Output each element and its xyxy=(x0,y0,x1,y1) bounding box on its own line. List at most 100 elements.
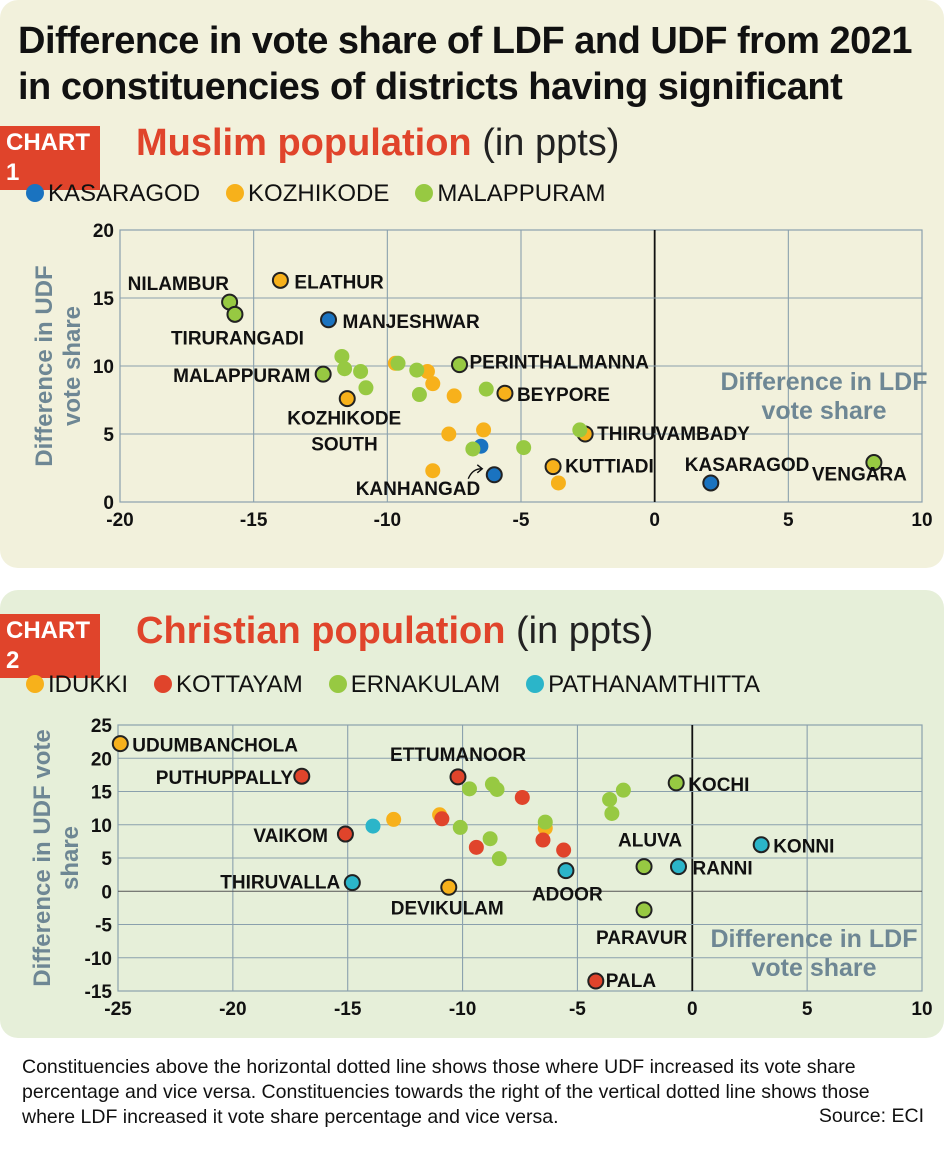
chart2-point-ernakulam xyxy=(667,774,685,792)
chart1-point-label: KASARAGOD xyxy=(685,455,810,476)
chart1-x-tick-label: 5 xyxy=(783,510,794,531)
chart1-point-malappuram xyxy=(358,380,374,396)
chart1-point-kozhikode xyxy=(544,458,562,476)
chart1-y-tick-label: 20 xyxy=(93,221,114,242)
legend-swatch xyxy=(26,184,44,202)
legend-swatch xyxy=(526,675,545,693)
legend-swatch xyxy=(328,675,347,693)
chart2-point-kottayam xyxy=(514,789,530,805)
chart2-legend-ernakulam: ERNAKULAM xyxy=(328,671,501,699)
legend-swatch xyxy=(415,184,434,202)
chart1-point-malappuram xyxy=(314,365,332,383)
chart1-legend-kozhikode: KOZHIKODE xyxy=(226,180,389,208)
chart1-x-tick-label: 10 xyxy=(911,510,932,531)
chart2-plot: -25 -20 -15 -10 -5 0 5 10 -15 -10 -5 0 5 10 15 20 25 Diff… xyxy=(29,716,933,1020)
chart1-point-malappuram xyxy=(390,355,406,371)
chart2-point-label: KONNI xyxy=(773,837,834,858)
chart1-point-malappuram xyxy=(516,440,532,456)
chart2-point-ernakulam xyxy=(452,819,468,835)
legend-label: IDUKKI xyxy=(48,671,129,698)
chart1-point-malappuram xyxy=(337,361,353,377)
chart2-point-label: VAIKOM xyxy=(253,826,328,847)
chart2-y-tick-label: 25 xyxy=(91,716,113,737)
chart2-point-kottayam xyxy=(434,811,450,827)
chart2-point-ernakulam xyxy=(635,901,653,919)
chart2-x-tick-label: -5 xyxy=(569,999,586,1020)
chart1-point-kozhikode xyxy=(338,390,356,408)
chart2-point-kottayam xyxy=(587,972,605,990)
chart1-point-kozhikode xyxy=(425,376,441,392)
chart2-y-axis-label: Difference in UDF vote share xyxy=(29,729,84,986)
chart1-point-label: KUTTIADI xyxy=(565,457,654,478)
chart1-x-tick-label: -5 xyxy=(513,510,530,531)
chart2-point-pathanamthitta xyxy=(343,874,361,892)
chart2-point-ernakulam xyxy=(635,858,653,876)
footnote: Constituencies above the horizontal dott… xyxy=(22,1056,870,1128)
chart1-point-malappuram xyxy=(572,422,588,438)
chart2-x-axis-label-line2: vote share xyxy=(751,954,876,982)
chart1-point-kozhikode xyxy=(476,422,492,438)
chart1-point-kasaragod xyxy=(485,466,503,484)
chart2-legend-idukki: IDUKKI xyxy=(26,671,128,699)
chart2-point-pathanamthitta xyxy=(752,836,770,854)
chart2-x-tick-label: -25 xyxy=(104,999,132,1020)
chart1-point-label: BEYPORE xyxy=(517,385,610,406)
chart1-y-tick-label: 15 xyxy=(93,289,115,310)
chart2-point-label: RANNI xyxy=(693,859,753,880)
chart2-x-tick-label: 10 xyxy=(911,999,932,1020)
legend-label: ERNAKULAM xyxy=(350,671,501,698)
legend-swatch xyxy=(226,184,245,202)
chart1-point-malappuram xyxy=(353,363,369,379)
chart1-point-label: PERINTHALMANNA xyxy=(470,353,650,374)
chart2-point-pathanamthitta xyxy=(365,818,381,834)
chart2-point-kottayam xyxy=(293,767,311,785)
chart1-point-malappuram xyxy=(451,356,469,374)
chart2-point-kottayam xyxy=(449,768,467,786)
chart1-point-label: MALAPPURAM xyxy=(173,366,310,387)
chart1-kanhangad-arrow xyxy=(467,468,482,480)
chart2-y-tick-label: 0 xyxy=(101,882,112,903)
chart2-point-label: THIRUVALLA xyxy=(220,873,340,894)
chart2-y-tick-label: 5 xyxy=(101,849,112,870)
chart1-point-kasaragod xyxy=(320,311,338,329)
chart1-point-malappuram xyxy=(465,441,481,457)
chart2-point-ernakulam xyxy=(602,791,618,807)
chart1-plot: -20 -15 -10 -5 0 5 10 0 5 10 15 20 Difference in UDF… xyxy=(31,221,933,531)
chart1-point-label: NILAMBUR xyxy=(128,274,230,295)
chart2-subtitle-highlight: Christian population xyxy=(136,610,506,652)
chart1-subtitle: Muslim population (in ppts) xyxy=(136,120,619,166)
source-credit: Source: ECI xyxy=(818,1105,924,1127)
chart2-point-ernakulam xyxy=(491,851,507,867)
chart2-x-tick-label: -15 xyxy=(334,999,362,1020)
chart1-point-kozhikode xyxy=(441,426,457,442)
chart2-point-label: DEVIKULAM xyxy=(391,898,504,919)
chart2-point-ernakulam xyxy=(604,805,620,821)
chart2-y-tick-label: 20 xyxy=(91,749,112,770)
chart2-y-axis-label-line2: share xyxy=(57,826,84,890)
chart1-x-tick-label: -20 xyxy=(106,510,133,531)
chart1-point-label: TIRURANGADI xyxy=(171,328,304,349)
chart2-legend: IDUKKI KOTTAYAM ERNAKULAM PATHANAMTHITTA xyxy=(26,671,786,699)
chart1-point-kozhikode xyxy=(446,388,462,404)
chart2-point-label: ALUVA xyxy=(618,831,682,852)
chart1-subtitle-rest: (in ppts) xyxy=(471,122,620,164)
chart1-point-label: MANJESHWAR xyxy=(343,312,481,333)
chart2-x-axis-label-line1: Difference in LDF xyxy=(711,925,918,953)
legend-label: KOTTAYAM xyxy=(176,671,303,698)
chart1-point-label: KOZHIKODE xyxy=(287,409,401,430)
chart2-point-label: PALA xyxy=(606,971,657,992)
chart2-point-pathanamthitta xyxy=(557,862,575,880)
chart1-tag: CHART 1 xyxy=(0,126,100,190)
chart1-point-malappuram xyxy=(478,381,494,397)
chart1-point-kozhikode xyxy=(425,463,441,479)
chart1-y-axis-label-line2: vote share xyxy=(59,306,86,426)
chart2-subtitle: Christian population (in ppts) xyxy=(136,608,653,654)
chart1-point-label: KANHANGAD xyxy=(356,479,481,500)
chart2-tag: CHART 2 xyxy=(0,614,100,678)
chart1-legend: KASARAGOD KOZHIKODE MALAPPURAM xyxy=(26,180,631,208)
chart2-subtitle-rest: (in ppts) xyxy=(505,610,654,652)
chart1-y-tick-label: 0 xyxy=(103,493,114,514)
chart2-panel xyxy=(0,590,944,1038)
chart1-point-malappuram xyxy=(411,387,427,403)
chart1-x-tick-label: -15 xyxy=(240,510,268,531)
